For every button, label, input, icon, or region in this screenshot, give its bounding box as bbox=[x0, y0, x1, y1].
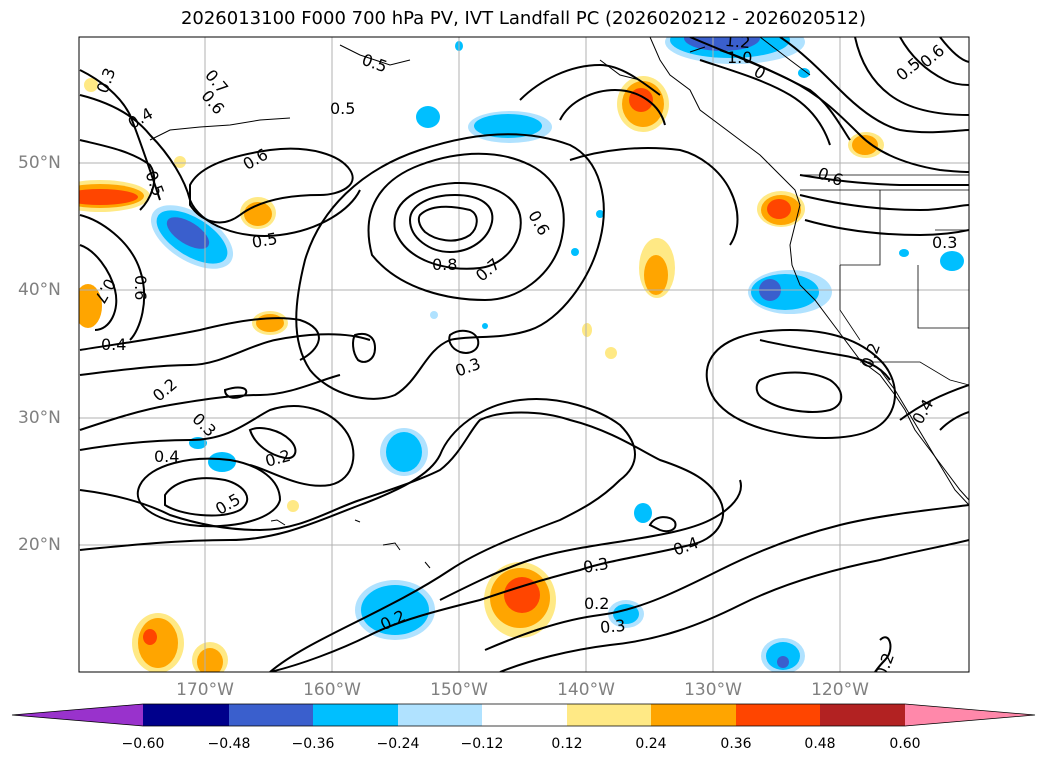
contour-label: 0.8 bbox=[432, 255, 457, 274]
colorbar-tick: 0.48 bbox=[804, 736, 836, 752]
contour-label: 0.3 bbox=[932, 233, 957, 252]
negative-anomaly-shading bbox=[150, 37, 964, 672]
lon-label: 150°W bbox=[430, 680, 488, 700]
contour-label: 0.6 bbox=[131, 275, 150, 300]
colorbar-tick: 0.36 bbox=[720, 736, 752, 752]
colorbar-segment bbox=[736, 704, 820, 726]
colorbar-tick: −0.12 bbox=[460, 736, 504, 752]
contour-label: 0.7 bbox=[472, 254, 504, 285]
contour-label: 0.3 bbox=[599, 616, 626, 637]
lat-label: 40°N bbox=[18, 280, 61, 300]
pv-contours bbox=[79, 37, 969, 672]
contour-label: 0.4 bbox=[671, 533, 701, 560]
coastlines bbox=[149, 37, 969, 569]
contour-label: 0.5 bbox=[359, 50, 389, 77]
contour-label: 0.3 bbox=[188, 409, 219, 440]
colorbar-tick: −0.24 bbox=[376, 736, 420, 752]
lat-label: 50°N bbox=[18, 153, 61, 173]
contour-label: 0 bbox=[751, 62, 769, 84]
colorbar-segment bbox=[398, 704, 482, 726]
colorbar-tick: 0.24 bbox=[635, 736, 667, 752]
colorbar-segment bbox=[820, 704, 905, 726]
map-title: 2026013100 F000 700 hPa PV, IVT Landfall… bbox=[180, 8, 867, 29]
lon-label: 130°W bbox=[684, 680, 742, 700]
lon-label: 120°W bbox=[811, 680, 869, 700]
colorbar-segment bbox=[143, 704, 229, 726]
colorbar bbox=[11, 703, 1036, 727]
lon-label: 140°W bbox=[557, 680, 615, 700]
contour-label: 0.6 bbox=[815, 163, 845, 190]
contour-label: 0.2 bbox=[149, 374, 181, 405]
contour-label: 0.2 bbox=[584, 594, 609, 613]
contour-label: 0.5 bbox=[330, 99, 355, 118]
map-panel: 0.3 0.7 0.6 0.4 0.5 0.5 0.6 0.5 0.6 0.7 … bbox=[79, 31, 969, 680]
colorbar-segment bbox=[313, 704, 398, 726]
contour-label: 0.3 bbox=[582, 554, 610, 577]
colorbar-tick: −0.36 bbox=[291, 736, 335, 752]
contour-label: 0.3 bbox=[93, 65, 120, 95]
colorbar-tick: −0.48 bbox=[207, 736, 251, 752]
contour-label: 0.5 bbox=[212, 489, 244, 518]
contour-label: 0.6 bbox=[240, 145, 272, 174]
contour-label: 0.3 bbox=[453, 354, 483, 381]
contour-label: 0.2 bbox=[263, 446, 293, 471]
contour-label: 1.2 bbox=[724, 31, 751, 52]
colorbar-segment bbox=[229, 704, 313, 726]
colorbar-segment bbox=[651, 704, 736, 726]
lat-label: 20°N bbox=[18, 535, 61, 555]
colorbar-tick: −0.60 bbox=[121, 736, 165, 752]
lon-label: 160°W bbox=[303, 680, 361, 700]
map-frame bbox=[78, 36, 970, 673]
colorbar-segment bbox=[567, 704, 651, 726]
colorbar-tick: 0.60 bbox=[889, 736, 921, 752]
graticule bbox=[79, 37, 969, 672]
contour-label: 0.2 bbox=[871, 650, 898, 680]
lon-label: 170°W bbox=[176, 680, 234, 700]
contour-label: 0.4 bbox=[154, 447, 179, 466]
contour-label: 0.4 bbox=[101, 335, 126, 354]
contour-label: 0.4 bbox=[125, 104, 157, 133]
contour-label: 0.6 bbox=[524, 207, 553, 239]
contour-label: 1.0 bbox=[727, 48, 752, 67]
lat-label: 30°N bbox=[18, 408, 61, 428]
positive-anomaly-shading bbox=[79, 76, 884, 672]
colorbar-extend-low bbox=[12, 704, 143, 726]
contour-label: 0.5 bbox=[250, 229, 278, 252]
colorbar-extend-high bbox=[905, 704, 1035, 726]
colorbar-segment bbox=[482, 704, 567, 726]
colorbar-tick: 0.12 bbox=[551, 736, 583, 752]
